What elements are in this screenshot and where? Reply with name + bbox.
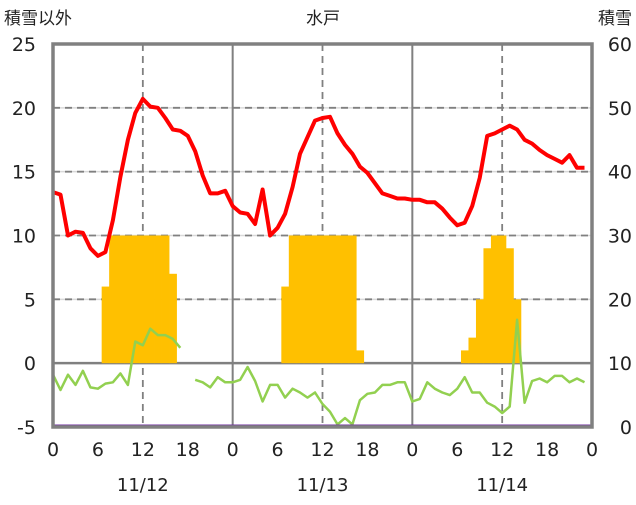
chart-title: 水戸 (306, 9, 340, 29)
red-line (52, 96, 585, 258)
snow-bar (169, 273, 177, 364)
x-tick-label: 0 (47, 439, 59, 461)
snow-bar (101, 286, 110, 364)
snow-bar (109, 235, 118, 364)
right-tick-label: 10 (608, 353, 632, 375)
x-tick-label: 18 (355, 439, 379, 461)
snow-bar (483, 248, 492, 364)
green-line (51, 327, 182, 392)
date-label: 11/14 (476, 475, 528, 496)
snow-bar (333, 235, 342, 364)
snow-bar (460, 350, 469, 364)
right-tick-label: 60 (608, 34, 632, 56)
snow-bar (348, 235, 357, 364)
snow-bar (281, 286, 290, 364)
snow-bar (498, 235, 507, 364)
x-tick-label: 12 (310, 439, 334, 461)
snow-bar (116, 235, 125, 364)
left-tick-label: 10 (12, 226, 36, 248)
right-tick-label: 40 (608, 162, 632, 184)
x-tick-label: 12 (490, 439, 514, 461)
snow-bar (318, 235, 327, 364)
snow-bar (356, 350, 365, 364)
snow-bar (341, 235, 350, 364)
snow-bar (154, 235, 162, 364)
left-tick-label: -5 (17, 417, 36, 439)
snow-bar (475, 299, 484, 364)
left-axis-title: 積雪以外 (4, 9, 72, 29)
snow-bar (139, 235, 147, 364)
plot-border (51, 42, 594, 429)
date-label: 11/12 (117, 475, 169, 496)
x-tick-label: 0 (586, 439, 598, 461)
snow-bar (326, 235, 335, 364)
snow-bar (468, 337, 477, 364)
snow-bar (490, 235, 499, 364)
snow-bar (303, 235, 312, 364)
right-axis-title: 積雪 (598, 9, 632, 29)
left-tick-label: 25 (12, 34, 36, 56)
snow-bar (505, 248, 514, 364)
snow-bar (311, 235, 320, 364)
snow-bar (124, 235, 133, 364)
x-tick-label: 12 (131, 439, 155, 461)
snow-bar (146, 235, 155, 364)
snow-bar (288, 235, 297, 364)
left-tick-label: 15 (12, 162, 36, 184)
snow-bar (161, 235, 170, 364)
x-tick-label: 0 (406, 439, 418, 461)
x-tick-label: 18 (176, 439, 200, 461)
x-tick-label: 18 (535, 439, 559, 461)
left-tick-label: 5 (24, 289, 36, 311)
x-tick-label: 6 (92, 439, 104, 461)
snow-bar (131, 235, 140, 364)
right-tick-label: 30 (608, 226, 632, 248)
date-label: 11/13 (297, 475, 349, 496)
x-tick-label: 0 (227, 439, 239, 461)
snow-bar (296, 235, 305, 364)
right-tick-label: 0 (620, 417, 632, 439)
left-tick-label: 0 (24, 353, 36, 375)
left-tick-label: 20 (12, 98, 36, 120)
green-line (194, 318, 586, 426)
right-tick-label: 50 (608, 98, 632, 120)
x-tick-label: 6 (272, 439, 284, 461)
right-tick-label: 20 (608, 289, 632, 311)
x-tick-label: 6 (451, 439, 463, 461)
